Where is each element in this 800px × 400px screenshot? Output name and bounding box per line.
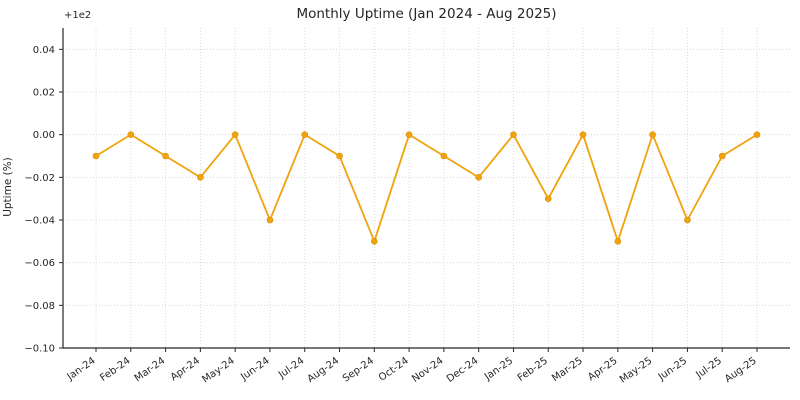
x-tick-label: Mar-24: [133, 355, 168, 384]
x-tick-label: Jan-25: [482, 355, 515, 383]
x-tick-label: Sep-24: [341, 355, 376, 384]
data-point: [579, 131, 587, 138]
data-point: [336, 152, 343, 160]
data-point: [162, 152, 169, 160]
data-point: [301, 131, 309, 138]
x-tick-label: Jul-25: [694, 355, 724, 381]
x-tick-label: Jun-25: [656, 355, 689, 383]
data-point: [127, 131, 135, 138]
x-tick-label: Mar-25: [550, 355, 585, 384]
x-tick-label: Feb-24: [98, 355, 132, 384]
x-tick-label: May-25: [618, 355, 654, 385]
data-point: [371, 238, 378, 245]
y-tick-label: 0.02: [33, 88, 55, 99]
y-tick-label: 0.04: [33, 45, 55, 56]
y-tick-label: 0.00: [33, 130, 55, 141]
y-axis-offset-text: +1e2: [64, 10, 92, 21]
y-tick-label: −0.06: [24, 258, 55, 269]
data-point: [405, 131, 413, 138]
y-tick-label: −0.08: [24, 301, 55, 312]
data-point: [475, 174, 482, 181]
data-point: [510, 131, 517, 138]
data-point: [231, 131, 239, 138]
x-tick-label: Apr-25: [586, 355, 619, 383]
x-tick-label: Aug-25: [723, 355, 759, 385]
grid-lines: [63, 28, 790, 349]
data-point: [718, 152, 726, 160]
y-tick-label: −0.10: [24, 344, 55, 355]
x-tick-label: Jun-24: [238, 355, 271, 383]
data-point: [440, 152, 448, 160]
data-point: [92, 152, 100, 160]
y-tick-label: −0.02: [24, 173, 55, 184]
data-point: [544, 195, 552, 202]
x-tick-label: Feb-25: [516, 355, 550, 384]
data-point: [266, 216, 274, 224]
x-tick-label: Dec-24: [445, 355, 481, 384]
data-points: [92, 131, 761, 245]
data-point: [197, 174, 204, 181]
data-point: [753, 131, 761, 138]
x-tick-label: May-24: [200, 355, 236, 385]
x-tick-label: Jul-24: [276, 355, 306, 381]
x-tick-label: Aug-24: [306, 355, 342, 385]
chart-title: Monthly Uptime (Jan 2024 - Aug 2025): [296, 6, 557, 22]
axis-ticks: [59, 48, 758, 352]
x-tick-label: Oct-24: [377, 355, 411, 383]
y-tick-label: −0.04: [24, 216, 55, 227]
x-tick-label: Apr-24: [169, 355, 202, 383]
data-point: [614, 238, 622, 245]
data-point: [649, 131, 656, 138]
data-point: [684, 216, 691, 224]
x-tick-label: Jan-24: [65, 355, 98, 383]
x-tick-label: Nov-24: [410, 355, 445, 384]
uptime-line: [95, 133, 758, 243]
